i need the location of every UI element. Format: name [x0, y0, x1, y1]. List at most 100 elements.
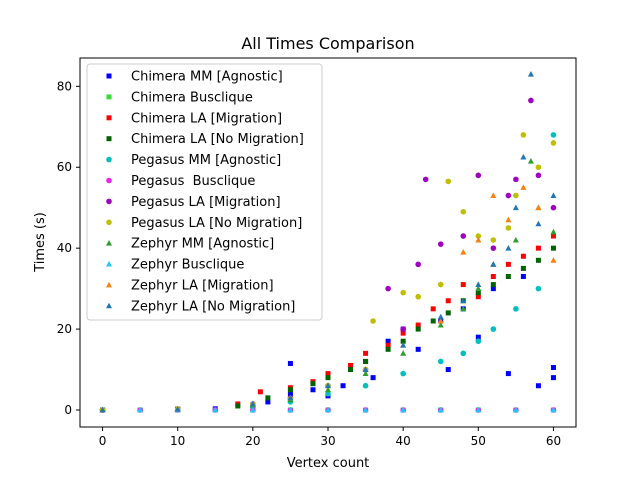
legend-label: Pegasus LA [No Migration] [131, 216, 302, 231]
legend-marker [106, 136, 112, 142]
data-point [460, 208, 467, 215]
legend-marker [106, 240, 112, 246]
data-point [385, 338, 391, 344]
data-point [249, 406, 256, 413]
data-point [505, 244, 512, 251]
y-tick-label: 60 [57, 160, 72, 174]
legend-marker [106, 177, 112, 184]
data-point [550, 140, 557, 146]
data-point [520, 132, 527, 138]
data-point [249, 400, 256, 407]
data-point [362, 366, 369, 372]
data-point [475, 281, 482, 287]
data-point [520, 253, 526, 259]
data-point [475, 236, 482, 243]
data-point [287, 394, 294, 401]
data-point [363, 350, 369, 356]
data-point [550, 375, 556, 381]
data-point [415, 293, 421, 300]
data-point [340, 383, 346, 389]
data-point [400, 326, 406, 332]
data-point [460, 350, 467, 357]
data-point [400, 406, 407, 413]
x-axis: 0 10 20 30 40 50 60 [99, 427, 561, 448]
legend-marker [106, 115, 112, 121]
data-point [460, 297, 467, 304]
data-point [520, 265, 526, 271]
data-point [400, 338, 406, 344]
y-tick-label: 0 [64, 403, 72, 417]
data-point [325, 406, 331, 413]
data-point [550, 406, 557, 413]
data-point [310, 381, 316, 387]
y-tick-label: 80 [57, 79, 72, 93]
legend-entry: Chimera MM [Agnostic] [106, 70, 283, 85]
legend-entry: Zephyr LA [Migration] [106, 279, 274, 294]
data-point [475, 233, 482, 239]
data-point [505, 192, 512, 199]
data-point [550, 132, 557, 138]
data-point [348, 363, 354, 368]
legend-label: Zephyr LA [Migration] [131, 279, 274, 294]
series-9 [99, 406, 557, 413]
data-point [385, 346, 391, 352]
plot-area [99, 70, 557, 413]
legend-label: Chimera Busclique [131, 90, 253, 105]
legend-entry: Pegasus Busclique [106, 174, 255, 189]
data-point [415, 322, 421, 328]
data-point [490, 286, 496, 292]
data-point [310, 387, 316, 393]
data-point [535, 285, 542, 292]
data-point [415, 326, 421, 332]
legend-marker [106, 219, 112, 226]
data-point [550, 228, 557, 235]
data-point [430, 306, 436, 312]
data-point [550, 257, 557, 263]
y-tick-label: 40 [57, 241, 72, 255]
x-axis-label: Vertex count [287, 456, 370, 471]
data-point [520, 273, 526, 279]
data-point [235, 403, 241, 409]
data-point [505, 216, 512, 223]
data-point [475, 334, 481, 340]
data-point [265, 399, 271, 405]
x-tick-label: 30 [320, 434, 335, 448]
data-point [400, 370, 406, 377]
legend-label: Zephyr MM [Agnostic] [131, 237, 274, 252]
data-point [362, 370, 369, 376]
data-point [528, 97, 534, 104]
data-point [460, 233, 467, 239]
legend-entry: Chimera LA [Migration] [106, 111, 282, 126]
data-point [490, 326, 497, 332]
data-point [400, 330, 406, 336]
data-point [550, 192, 557, 198]
legend: Chimera MM [Agnostic] Chimera Busclique Ch… [86, 63, 323, 321]
data-point [99, 406, 106, 413]
data-point [437, 281, 444, 288]
data-point [550, 204, 557, 211]
data-point [287, 391, 293, 397]
data-point [415, 346, 421, 352]
legend-label: Chimera LA [Migration] [131, 111, 282, 126]
legend-label: Pegasus Busclique [131, 174, 255, 189]
chart-title: All Times Comparison [241, 34, 414, 53]
data-point [437, 313, 444, 320]
x-tick-label: 50 [471, 434, 486, 448]
legend-marker [106, 73, 112, 79]
legend-marker [106, 198, 112, 205]
data-point [535, 257, 541, 263]
data-point [325, 375, 331, 381]
data-point [550, 365, 556, 371]
data-point [535, 220, 542, 227]
x-tick-label: 20 [245, 434, 260, 448]
data-point [437, 358, 444, 365]
data-point [212, 406, 219, 413]
data-point [535, 383, 541, 389]
data-point [385, 342, 391, 348]
legend-marker [106, 302, 112, 309]
data-point [460, 282, 466, 288]
data-point [520, 184, 527, 190]
data-point [475, 338, 482, 345]
y-axis: 0 20 40 60 80 [57, 79, 80, 417]
data-point [385, 285, 391, 292]
